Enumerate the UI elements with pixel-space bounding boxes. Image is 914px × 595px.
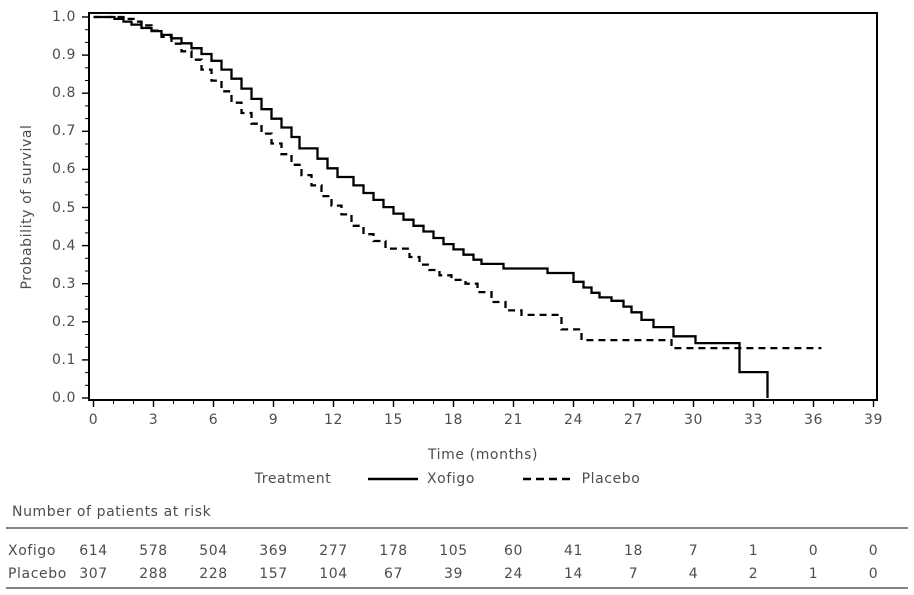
x-tick-label-3: 3 [148, 412, 159, 428]
x-tick-label-24: 24 [563, 412, 584, 428]
survival-curve-xofigo [93, 15, 769, 398]
y-tick-label-1.0: 1.0 [51, 9, 77, 25]
x-tick-label-12: 12 [323, 412, 344, 428]
x-tick-label-30: 30 [683, 412, 704, 428]
risk-value-xofigo-m12: 277 [319, 543, 348, 559]
risk-value-placebo-m6: 228 [199, 566, 228, 582]
x-tick-label-27: 27 [623, 412, 644, 428]
risk-value-placebo-m27: 7 [628, 566, 639, 582]
x-tick-label-36: 36 [803, 412, 824, 428]
x-axis-title: Time (months) [427, 447, 539, 463]
risk-table-title: Number of patients at risk [12, 504, 212, 520]
y-tick-label-0.2: 0.2 [51, 313, 77, 330]
x-tick-label-39: 39 [863, 412, 884, 428]
risk-value-placebo-m0: 307 [79, 566, 108, 582]
risk-row-label-xofigo: Xofigo [8, 543, 57, 559]
x-tick-label-0: 0 [88, 412, 99, 428]
risk-value-placebo-m3: 288 [139, 566, 168, 582]
x-tick-label-6: 6 [208, 412, 219, 428]
y-tick-label-0.5: 0.5 [51, 199, 77, 216]
y-tick-label-0.1: 0.1 [51, 351, 77, 368]
plot-frame [88, 12, 878, 401]
risk-value-placebo-m9: 157 [259, 566, 288, 582]
y-axis-title: Probability of survival [19, 124, 35, 290]
risk-value-placebo-m33: 2 [748, 566, 759, 582]
risk-value-xofigo-m21: 60 [503, 543, 524, 559]
x-tick-label-33: 33 [743, 412, 764, 428]
legend-label-placebo: Placebo [581, 471, 641, 487]
risk-value-xofigo-m9: 369 [259, 543, 288, 559]
y-tick-label-0.8: 0.8 [51, 85, 77, 102]
survival-curve-placebo [93, 15, 822, 350]
y-tick-label-0.7: 0.7 [51, 123, 77, 140]
x-tick-label-18: 18 [443, 412, 464, 428]
risk-value-placebo-m39: 0 [868, 566, 879, 582]
risk-value-placebo-m21: 24 [503, 566, 524, 582]
risk-value-xofigo-m0: 614 [79, 543, 108, 559]
risk-value-xofigo-m24: 41 [563, 543, 584, 559]
risk-value-xofigo-m6: 504 [199, 543, 228, 559]
risk-value-xofigo-m33: 1 [748, 543, 759, 559]
risk-value-xofigo-m15: 178 [379, 543, 408, 559]
x-tick-label-9: 9 [268, 412, 279, 428]
risk-value-placebo-m24: 14 [563, 566, 584, 582]
risk-value-xofigo-m27: 18 [623, 543, 644, 559]
risk-value-placebo-m30: 4 [688, 566, 699, 582]
risk-value-xofigo-m30: 7 [688, 543, 699, 559]
risk-value-xofigo-m39: 0 [868, 543, 879, 559]
risk-value-placebo-m15: 67 [383, 566, 404, 582]
risk-value-placebo-m18: 39 [443, 566, 464, 582]
risk-value-placebo-m12: 104 [319, 566, 348, 582]
risk-row-label-placebo: Placebo [8, 566, 67, 582]
risk-value-xofigo-m3: 578 [139, 543, 168, 559]
y-tick-label-0.3: 0.3 [51, 275, 77, 292]
y-tick-label-0.4: 0.4 [51, 237, 77, 254]
y-tick-label-0.9: 0.9 [51, 47, 77, 64]
x-tick-label-15: 15 [383, 412, 404, 428]
risk-value-xofigo-m18: 105 [439, 543, 468, 559]
y-tick-label-0.0: 0.0 [51, 390, 77, 406]
y-tick-label-0.6: 0.6 [51, 161, 77, 178]
risk-value-placebo-m36: 1 [808, 566, 819, 582]
risk-value-xofigo-m36: 0 [808, 543, 819, 559]
x-tick-label-21: 21 [503, 412, 524, 428]
legend-label-xofigo: Xofigo [426, 471, 476, 487]
legend-title: Treatment [254, 471, 332, 487]
